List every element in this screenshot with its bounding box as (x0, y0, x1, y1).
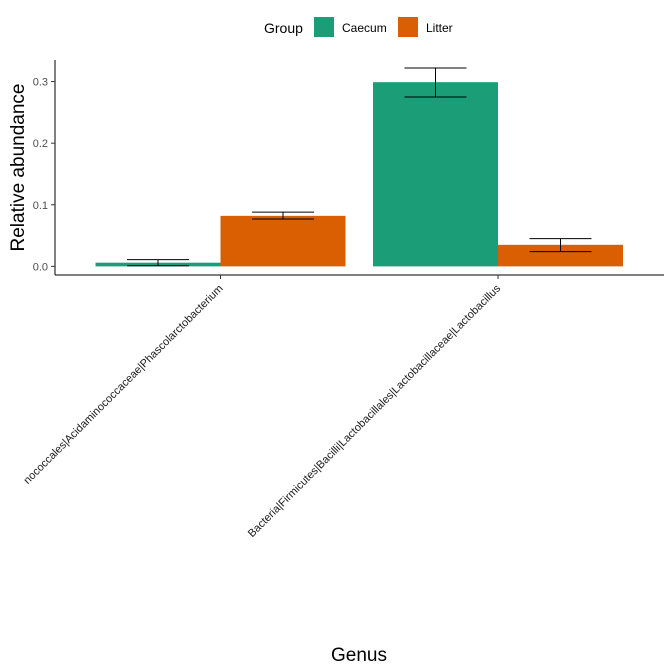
bars-layer (95, 82, 623, 267)
error-bars-layer (127, 67, 592, 267)
y-tick-label-1: 0.1 (33, 200, 48, 212)
legend-label-litter: Litter (426, 21, 453, 35)
x-axis-title: Genus (331, 645, 387, 666)
x-tick-label-0: nococcales|Acidaminococcaceae|Phascolarc… (22, 283, 226, 487)
y-tick-label-3: 0.3 (33, 77, 48, 89)
bar-caecum-2 (373, 82, 498, 267)
x-tick-label-1: Bacteria|Firmicutes|Bacilli|Lactobacilla… (246, 282, 504, 540)
axes-layer: 0.0 0.1 0.2 0.3 nococcales|Acidaminococcacea… (22, 60, 664, 540)
y-tick-label-2: 0.2 (33, 138, 48, 150)
y-tick-label-0: 0.0 (33, 261, 48, 273)
y-axis-title: Relative abundance (8, 84, 29, 252)
legend: Group Caecum Litter (264, 17, 453, 37)
legend-key-caecum (314, 17, 334, 37)
legend-key-litter (398, 17, 418, 37)
bar-litter-2 (498, 244, 623, 267)
legend-title: Group (264, 20, 303, 36)
bar-litter-1 (220, 215, 346, 267)
legend-label-caecum: Caecum (342, 21, 387, 35)
